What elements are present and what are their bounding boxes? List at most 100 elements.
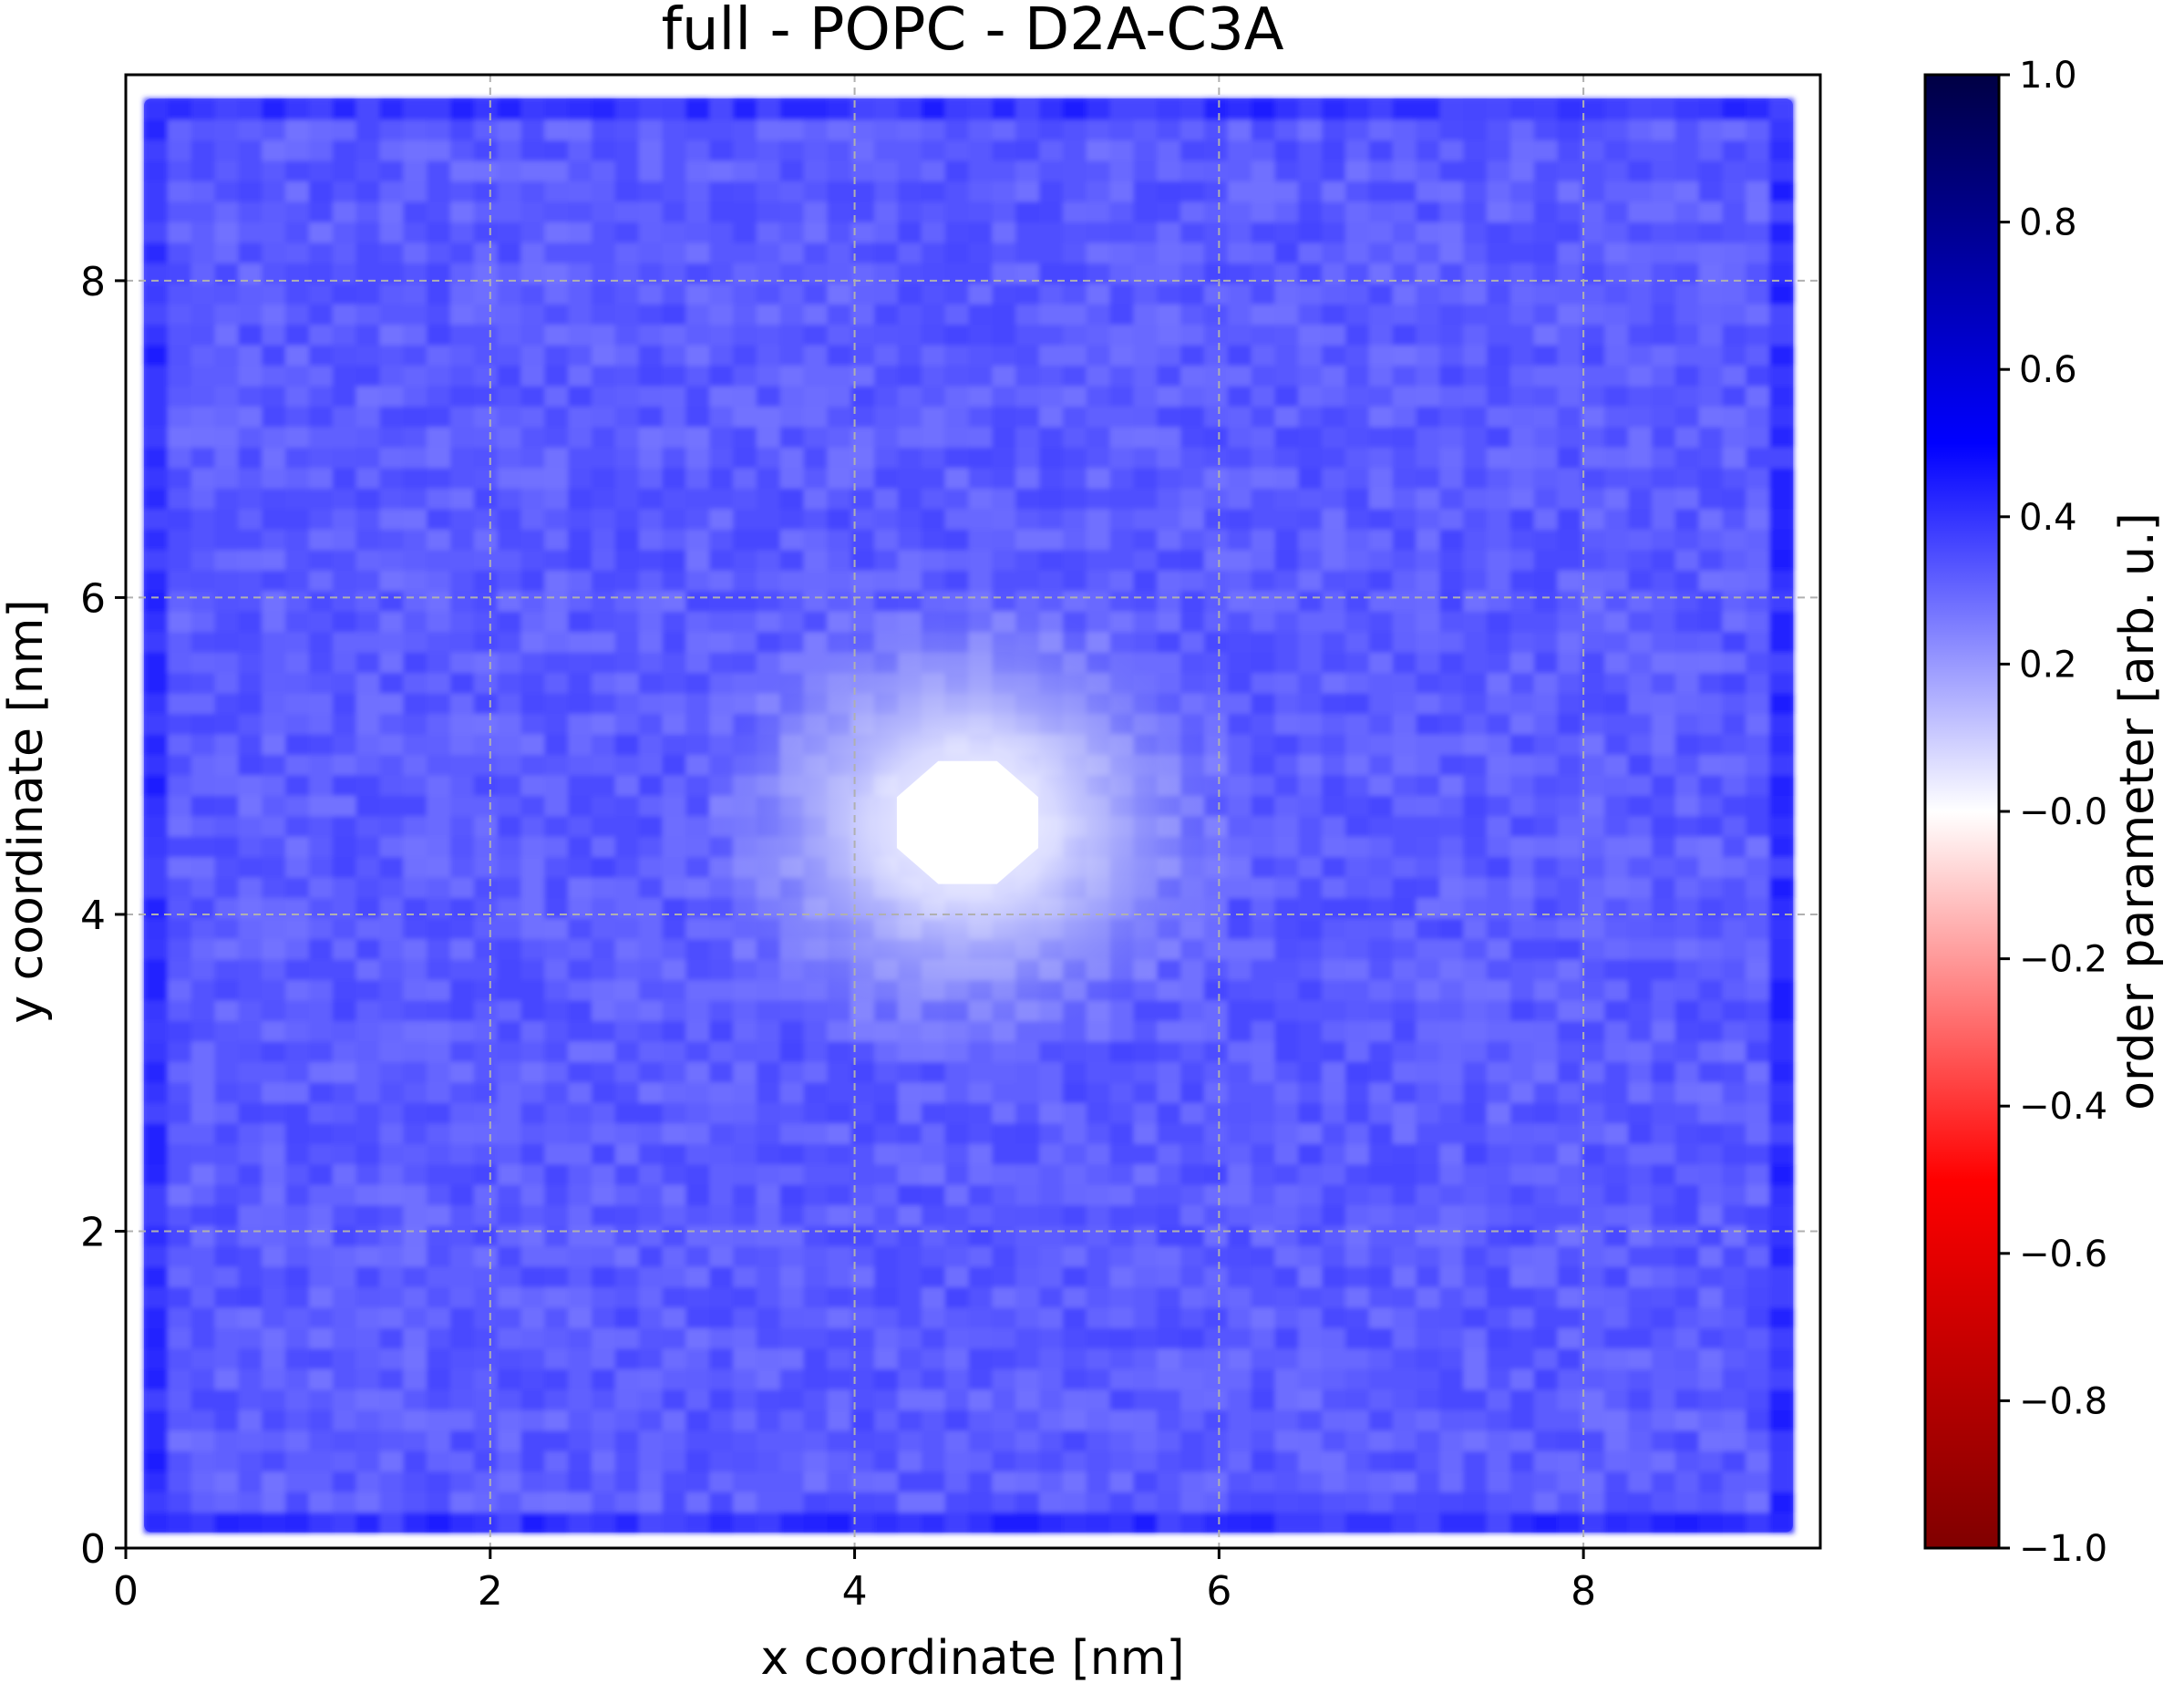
heatmap-cell (1039, 160, 1064, 181)
heatmap-cell (1039, 1409, 1064, 1431)
heatmap-cell (449, 794, 475, 817)
heatmap-cell (1509, 979, 1535, 1001)
heatmap-cell (1062, 508, 1087, 530)
heatmap-cell (285, 999, 310, 1021)
heatmap-cell (614, 753, 640, 776)
heatmap-cell (1533, 1019, 1559, 1042)
heatmap-cell (1674, 1101, 1700, 1124)
heatmap-cell (167, 201, 192, 222)
heatmap-cell (614, 201, 640, 222)
heatmap-cell (379, 385, 405, 408)
heatmap-cell (1368, 569, 1394, 592)
heatmap-cell (1698, 651, 1724, 674)
heatmap-cell (897, 1471, 922, 1492)
heatmap-cell (1062, 1265, 1087, 1288)
heatmap-cell (968, 160, 994, 181)
heatmap-cell (1344, 1306, 1370, 1328)
heatmap-cell (638, 385, 664, 408)
heatmap-cell (238, 1491, 263, 1513)
heatmap-cell (638, 324, 664, 346)
heatmap-cell (1557, 1183, 1582, 1206)
heatmap-cell (568, 569, 593, 592)
heatmap-cell (262, 753, 287, 776)
heatmap-cell (1086, 508, 1111, 530)
heatmap-cell (1533, 1430, 1559, 1451)
heatmap-cell (1203, 1306, 1229, 1328)
heatmap-cell (568, 487, 593, 510)
heatmap-cell (1251, 672, 1276, 694)
heatmap-cell (1251, 1019, 1276, 1042)
heatmap-cell (544, 1142, 570, 1165)
heatmap-cell (1392, 794, 1417, 817)
heatmap-cell (1557, 283, 1582, 305)
heatmap-cell (1651, 467, 1676, 489)
heatmap-cell (803, 324, 829, 346)
heatmap-cell (874, 1224, 899, 1247)
heatmap-cell (1509, 180, 1535, 202)
heatmap-cell (262, 979, 287, 1001)
heatmap-cell (568, 1450, 593, 1472)
heatmap-cell (1157, 344, 1182, 367)
heatmap-cell (1628, 1430, 1653, 1451)
heatmap-cell (1628, 1204, 1653, 1226)
heatmap-cell (1769, 835, 1795, 858)
heatmap-cell (262, 180, 287, 202)
heatmap-cell (897, 344, 922, 367)
heatmap-cell (1227, 1491, 1252, 1513)
heatmap-cell (1298, 1327, 1324, 1349)
heatmap-cell (191, 1183, 216, 1206)
heatmap-cell (1227, 344, 1252, 367)
heatmap-cell (897, 242, 922, 263)
heatmap-cell (214, 938, 240, 960)
heatmap-cell (473, 856, 499, 878)
heatmap-cell (1274, 180, 1300, 202)
heatmap-cell (968, 1512, 994, 1533)
heatmap-cell (1769, 1101, 1795, 1124)
heatmap-cell (662, 160, 687, 181)
heatmap-cell (143, 467, 169, 489)
heatmap-cell (355, 487, 381, 510)
heatmap-cell (944, 303, 970, 325)
heatmap-cell (1109, 1183, 1135, 1206)
heatmap-cell (827, 1245, 852, 1267)
heatmap-cell (308, 406, 334, 428)
heatmap-cell (1203, 1163, 1229, 1185)
heatmap-cell (191, 1142, 216, 1165)
heatmap-cell (1698, 487, 1724, 510)
heatmap-cell (803, 1430, 829, 1451)
heatmap-cell (427, 1409, 451, 1431)
heatmap-cell (1368, 324, 1394, 346)
heatmap-cell (1533, 426, 1559, 448)
heatmap-cell (662, 569, 687, 592)
heatmap-cell (497, 201, 522, 222)
heatmap-cell (779, 344, 805, 367)
heatmap-cell (1274, 365, 1300, 387)
heatmap-cell (1463, 876, 1489, 899)
heatmap-cell (1722, 221, 1747, 243)
heatmap-cell (167, 1368, 192, 1390)
heatmap-cell (332, 1306, 357, 1328)
heatmap-cell (1487, 672, 1511, 694)
heatmap-cell (1509, 958, 1535, 981)
heatmap-cell (827, 1491, 852, 1513)
heatmap-cell (262, 631, 287, 653)
heatmap-cell (944, 201, 970, 222)
heatmap-cell (1628, 1450, 1653, 1472)
heatmap-cell (1698, 917, 1724, 940)
heatmap-cell (944, 1450, 970, 1472)
heatmap-cell (1322, 651, 1346, 674)
heatmap-cell (191, 979, 216, 1001)
heatmap-cell (262, 672, 287, 694)
heatmap-cell (1698, 1019, 1724, 1042)
heatmap-cell (1251, 733, 1276, 755)
heatmap-cell (1651, 1081, 1676, 1103)
heatmap-cell (756, 1122, 781, 1144)
heatmap-cell (1133, 344, 1159, 367)
heatmap-cell (520, 713, 546, 735)
heatmap-cell (1274, 753, 1300, 776)
heatmap-cell (1322, 426, 1346, 448)
heatmap-cell (709, 1306, 735, 1328)
heatmap-cell (1487, 1101, 1511, 1124)
heatmap-cell (308, 692, 334, 715)
heatmap-cell (1651, 692, 1676, 715)
